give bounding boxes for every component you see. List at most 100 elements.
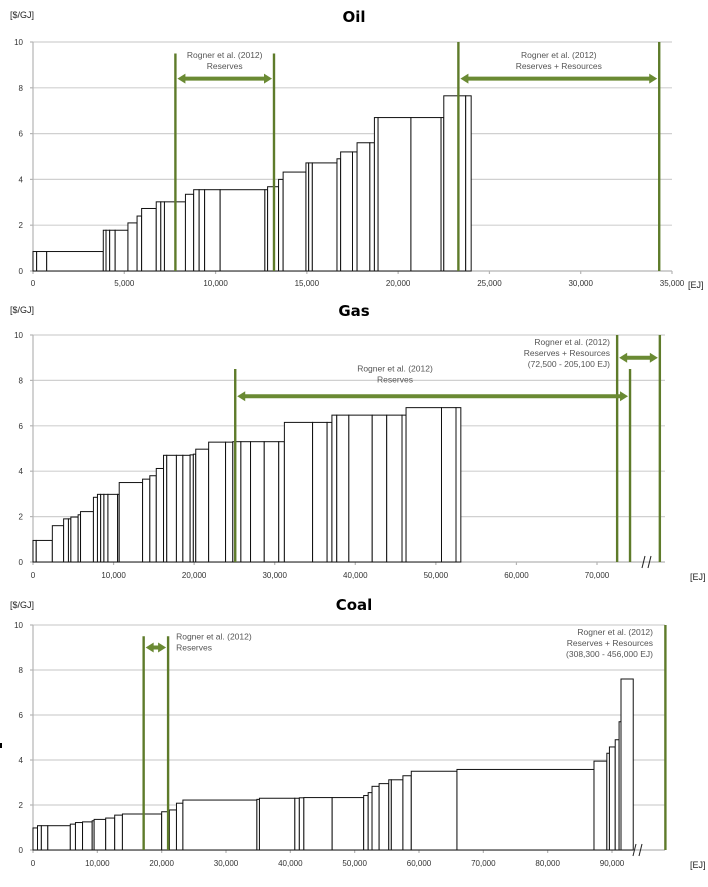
supply-step-bar (107, 493, 119, 563)
x-tick-label: 70,000 (585, 571, 610, 580)
annotation-category: Reserves (377, 374, 413, 384)
x-tick-label: 50,000 (342, 859, 367, 868)
supply-step-bar (155, 467, 165, 563)
supply-step-bar (371, 785, 380, 851)
y-tick-label: 6 (19, 130, 24, 139)
arrow-left-icon (237, 391, 246, 402)
arrow-right-icon (649, 352, 658, 363)
y-tick-label: 10 (14, 331, 23, 340)
y-tick-label: 10 (14, 38, 23, 47)
y-tick-label: 0 (19, 558, 24, 567)
supply-step-bar (32, 827, 39, 851)
annotation-source: Rogner et al. (2012) (187, 50, 263, 60)
annotation-source: Rogner et al. (2012) (577, 627, 653, 637)
arrow-right-icon (649, 73, 658, 84)
x-axis-unit: [EJ] (690, 572, 706, 582)
supply-step-bar (258, 797, 296, 851)
supply-step-bar (352, 151, 358, 272)
axis-break-mark (647, 555, 652, 569)
y-tick-label: 10 (14, 621, 23, 630)
supply-step-bar (208, 441, 227, 563)
supply-step-bar (614, 739, 620, 851)
supply-step-bar (127, 222, 138, 272)
supply-step-bar (455, 407, 462, 563)
supply-step-bar (92, 496, 98, 563)
y-tick-label: 2 (19, 513, 24, 522)
supply-step-bar (40, 825, 49, 851)
supply-step-bar (283, 421, 314, 563)
supply-step-bar (377, 117, 412, 272)
coal-chart: Coal [$/GJ] 0 2 4 6 8 10 0 10,000 20,000 30,000 40,0… (0, 596, 706, 870)
x-tick-label: 15,000 (295, 279, 320, 288)
supply-step-bar (114, 814, 123, 851)
supply-step-bar (109, 229, 116, 272)
y-axis-unit: [$/GJ] (10, 10, 34, 20)
supply-step-bar (440, 407, 457, 563)
y-tick-label: 4 (19, 175, 24, 184)
x-tick-label: 70,000 (471, 859, 496, 868)
supply-step-bar (356, 142, 371, 272)
supply-step-bar (70, 516, 79, 563)
arrow-left-icon (460, 73, 469, 84)
supply-step-bar (121, 813, 163, 851)
annotation-source: Rogner et al. (2012) (521, 50, 597, 60)
arrow-left-icon (145, 642, 154, 653)
supply-step-bar (311, 162, 338, 272)
x-axis-unit: [EJ] (688, 280, 704, 290)
x-tick-label: 30,000 (568, 279, 593, 288)
supply-step-bar (46, 251, 104, 272)
x-axis-unit: [EJ] (690, 860, 706, 870)
supply-step-bar (175, 454, 184, 563)
supply-step-bar (405, 407, 442, 563)
supply-step-bar (82, 821, 93, 851)
supply-step-bar (193, 189, 200, 272)
annotation-range: (308,300 - 456,000 EJ) (566, 649, 653, 659)
x-tick-label: 50,000 (424, 571, 449, 580)
arrow-left-icon (619, 352, 628, 363)
supply-step-bar (232, 441, 242, 563)
x-tick-label: 90,000 (600, 859, 625, 868)
supply-step-bar (367, 792, 373, 851)
arrow-right-icon (263, 73, 272, 84)
annotation-category: Reserves + Resources (567, 638, 653, 648)
y-tick-label: 8 (19, 666, 24, 675)
supply-step-bar (465, 95, 472, 272)
supply-step-bar (63, 518, 69, 563)
supply-step-bar (37, 825, 42, 851)
arrow-right-icon (620, 391, 629, 402)
supply-step-bar (386, 414, 403, 563)
supply-step-bar (336, 414, 350, 563)
supply-step-bar (93, 818, 107, 851)
supply-step-bar (369, 142, 375, 272)
oil-chart: Oil [$/GJ] 0 2 4 6 8 10 0 5,000 10,000 15,000 20,000… (10, 8, 704, 290)
supply-step-bar (608, 746, 616, 851)
supply-step-bar (204, 189, 221, 272)
supply-step-bar (326, 421, 333, 563)
supply-step-bar (182, 454, 191, 563)
x-tick-label: 30,000 (214, 859, 239, 868)
supply-step-bar (74, 822, 84, 851)
supply-step-bar (312, 421, 328, 563)
axis-break-mark (638, 843, 643, 857)
supply-step-bar (175, 802, 184, 851)
x-tick-label: 10,000 (85, 859, 110, 868)
supply-step-bar (118, 482, 144, 563)
supply-step-bar (331, 797, 365, 851)
supply-step-bar (250, 441, 265, 563)
chart-title: Coal (336, 596, 373, 614)
supply-step-bar (340, 151, 353, 272)
supply-step-bar (219, 189, 266, 272)
supply-step-bar (278, 441, 285, 563)
chart-title: Oil (342, 8, 365, 26)
supply-step-bar (225, 441, 234, 563)
y-tick-label: 2 (19, 801, 24, 810)
x-tick-label: 20,000 (182, 571, 207, 580)
y-tick-label: 6 (19, 422, 24, 431)
supply-step-bar (371, 414, 388, 563)
y-axis-unit: [$/GJ] (10, 305, 34, 315)
supply-step-bar (35, 539, 53, 563)
supply-step-bar (390, 779, 404, 851)
arrow-right-icon (158, 642, 167, 653)
supply-step-bar (593, 760, 608, 851)
annotation-source: Rogner et al. (2012) (357, 363, 433, 373)
